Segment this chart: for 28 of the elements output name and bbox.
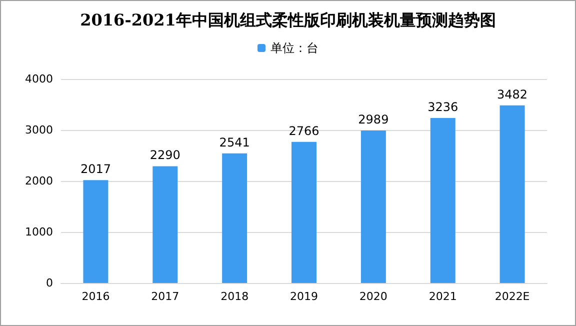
data-label: 2290	[150, 148, 180, 162]
y-tick-label: 3000	[25, 124, 53, 136]
data-label: 3482	[497, 87, 528, 102]
x-tick-label: 2021	[428, 290, 457, 303]
bar	[83, 180, 108, 283]
x-tick-label: 2017	[151, 290, 180, 303]
bar	[360, 130, 386, 283]
bar	[292, 142, 316, 283]
chart-title: 2016-2021年中国机组式柔性版印刷机装机量预测趋势图	[80, 10, 496, 30]
x-tick-label: 2022E	[494, 290, 530, 303]
x-tick-label: 2020	[359, 290, 388, 303]
y-tick-label: 2000	[25, 174, 53, 188]
data-label: 2766	[288, 124, 320, 138]
x-tick-label: 2019	[290, 290, 318, 303]
y-tick-label: 0	[46, 276, 53, 290]
data-label: 2989	[358, 112, 389, 127]
bar	[430, 118, 456, 283]
bar	[152, 166, 178, 283]
data-label: 2017	[80, 162, 111, 176]
y-tick-label: 4000	[25, 72, 53, 86]
data-label: 3236	[428, 100, 458, 114]
bar	[500, 105, 525, 283]
x-tick-label: 2018	[220, 290, 249, 303]
data-label: 2541	[219, 135, 250, 150]
legend-label: 单位：台	[270, 41, 318, 55]
bar	[222, 153, 248, 283]
x-tick-label: 2016	[82, 290, 110, 303]
y-tick-label: 1000	[25, 226, 53, 238]
